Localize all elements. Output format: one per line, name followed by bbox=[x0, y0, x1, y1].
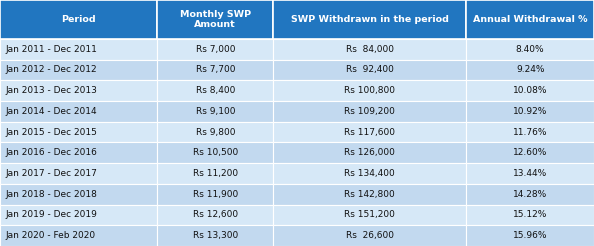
Text: Jan 2012 - Dec 2012: Jan 2012 - Dec 2012 bbox=[6, 65, 97, 75]
Bar bbox=[466, 122, 594, 142]
Text: Monthly SWP
Amount: Monthly SWP Amount bbox=[180, 10, 251, 29]
Text: Rs  26,600: Rs 26,600 bbox=[346, 231, 394, 240]
Bar bbox=[273, 163, 466, 184]
Bar bbox=[157, 205, 273, 225]
Text: 15.96%: 15.96% bbox=[513, 231, 548, 240]
Bar bbox=[273, 184, 466, 205]
Bar bbox=[0, 163, 157, 184]
Text: Jan 2013 - Dec 2013: Jan 2013 - Dec 2013 bbox=[6, 86, 98, 95]
Bar bbox=[0, 225, 157, 246]
Text: Rs 11,200: Rs 11,200 bbox=[193, 169, 238, 178]
Bar bbox=[466, 39, 594, 60]
Text: 9.24%: 9.24% bbox=[516, 65, 544, 75]
Bar bbox=[157, 80, 273, 101]
Text: 15.12%: 15.12% bbox=[513, 210, 547, 219]
Text: Rs 117,600: Rs 117,600 bbox=[345, 128, 395, 137]
Text: Jan 2018 - Dec 2018: Jan 2018 - Dec 2018 bbox=[6, 190, 98, 199]
Bar bbox=[0, 39, 157, 60]
Bar bbox=[466, 80, 594, 101]
Bar bbox=[466, 0, 594, 39]
Text: Rs 12,600: Rs 12,600 bbox=[193, 210, 238, 219]
Text: Annual Withdrawal %: Annual Withdrawal % bbox=[473, 15, 587, 24]
Text: Rs 13,300: Rs 13,300 bbox=[192, 231, 238, 240]
Bar bbox=[273, 225, 466, 246]
Bar bbox=[157, 60, 273, 80]
Text: Rs 7,000: Rs 7,000 bbox=[195, 45, 235, 54]
Bar bbox=[157, 163, 273, 184]
Bar bbox=[0, 80, 157, 101]
Text: SWP Withdrawn in the period: SWP Withdrawn in the period bbox=[291, 15, 448, 24]
Bar bbox=[273, 0, 466, 39]
Text: Rs 8,400: Rs 8,400 bbox=[195, 86, 235, 95]
Text: Rs 9,800: Rs 9,800 bbox=[195, 128, 235, 137]
Text: 10.92%: 10.92% bbox=[513, 107, 547, 116]
Bar bbox=[466, 142, 594, 163]
Text: Jan 2020 - Feb 2020: Jan 2020 - Feb 2020 bbox=[6, 231, 96, 240]
Text: Rs  92,400: Rs 92,400 bbox=[346, 65, 394, 75]
Text: Jan 2014 - Dec 2014: Jan 2014 - Dec 2014 bbox=[6, 107, 97, 116]
Bar bbox=[273, 80, 466, 101]
Bar bbox=[0, 0, 157, 39]
Text: Jan 2019 - Dec 2019: Jan 2019 - Dec 2019 bbox=[6, 210, 98, 219]
Text: Rs 7,700: Rs 7,700 bbox=[195, 65, 235, 75]
Bar bbox=[273, 60, 466, 80]
Bar bbox=[157, 184, 273, 205]
Bar bbox=[466, 205, 594, 225]
Text: Rs 109,200: Rs 109,200 bbox=[345, 107, 395, 116]
Text: Rs 9,100: Rs 9,100 bbox=[195, 107, 235, 116]
Text: Rs 126,000: Rs 126,000 bbox=[345, 148, 395, 157]
Text: 14.28%: 14.28% bbox=[513, 190, 547, 199]
Bar bbox=[466, 101, 594, 122]
Bar bbox=[0, 205, 157, 225]
Text: Period: Period bbox=[61, 15, 96, 24]
Bar bbox=[0, 101, 157, 122]
Bar bbox=[0, 122, 157, 142]
Bar bbox=[0, 60, 157, 80]
Bar bbox=[157, 225, 273, 246]
Bar bbox=[466, 184, 594, 205]
Text: Rs  84,000: Rs 84,000 bbox=[346, 45, 394, 54]
Bar bbox=[466, 60, 594, 80]
Bar bbox=[0, 184, 157, 205]
Bar bbox=[0, 142, 157, 163]
Text: 11.76%: 11.76% bbox=[513, 128, 548, 137]
Text: Rs 142,800: Rs 142,800 bbox=[345, 190, 395, 199]
Bar bbox=[273, 142, 466, 163]
Text: Jan 2016 - Dec 2016: Jan 2016 - Dec 2016 bbox=[6, 148, 98, 157]
Bar bbox=[273, 101, 466, 122]
Bar bbox=[466, 225, 594, 246]
Bar bbox=[466, 163, 594, 184]
Text: Rs 11,900: Rs 11,900 bbox=[192, 190, 238, 199]
Text: 12.60%: 12.60% bbox=[513, 148, 547, 157]
Bar bbox=[273, 122, 466, 142]
Bar bbox=[157, 0, 273, 39]
Text: Rs 100,800: Rs 100,800 bbox=[345, 86, 395, 95]
Text: Rs 134,400: Rs 134,400 bbox=[345, 169, 395, 178]
Bar bbox=[157, 142, 273, 163]
Text: Jan 2017 - Dec 2017: Jan 2017 - Dec 2017 bbox=[6, 169, 98, 178]
Bar bbox=[157, 39, 273, 60]
Text: Rs 151,200: Rs 151,200 bbox=[345, 210, 395, 219]
Text: 10.08%: 10.08% bbox=[513, 86, 548, 95]
Text: Rs 10,500: Rs 10,500 bbox=[192, 148, 238, 157]
Text: Jan 2011 - Dec 2011: Jan 2011 - Dec 2011 bbox=[6, 45, 98, 54]
Bar bbox=[273, 205, 466, 225]
Text: Jan 2015 - Dec 2015: Jan 2015 - Dec 2015 bbox=[6, 128, 98, 137]
Bar bbox=[157, 122, 273, 142]
Text: 8.40%: 8.40% bbox=[516, 45, 545, 54]
Bar bbox=[157, 101, 273, 122]
Text: 13.44%: 13.44% bbox=[513, 169, 547, 178]
Bar bbox=[273, 39, 466, 60]
